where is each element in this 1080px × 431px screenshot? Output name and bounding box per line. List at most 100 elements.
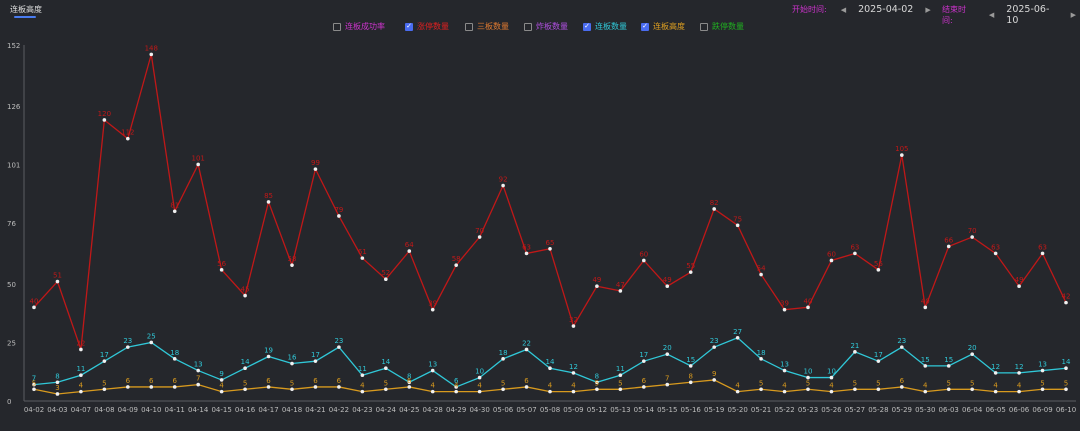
data-point bbox=[900, 153, 904, 157]
legend-checkbox[interactable]: ✓ bbox=[405, 22, 413, 31]
x-tick-label: 06-05 bbox=[985, 406, 1005, 414]
y-tick-label: 25 bbox=[7, 339, 16, 347]
data-label: 64 bbox=[405, 241, 414, 249]
data-label: 63 bbox=[1038, 243, 1047, 251]
data-label: 6 bbox=[524, 377, 529, 385]
legend-checkbox[interactable]: ✓ bbox=[583, 22, 591, 31]
data-label: 16 bbox=[288, 354, 297, 362]
legend-checkbox[interactable] bbox=[524, 22, 532, 31]
legend-item-limit-down[interactable]: 跌停数量 bbox=[700, 21, 744, 32]
data-point bbox=[1064, 387, 1068, 392]
data-label: 10 bbox=[475, 368, 484, 376]
data-point bbox=[290, 361, 294, 366]
end-prev-icon[interactable]: ◀ bbox=[988, 11, 995, 19]
legend-item-broken-board[interactable]: 炸板数量 bbox=[524, 21, 568, 32]
data-label: 13 bbox=[780, 361, 789, 369]
data-label: 12 bbox=[991, 363, 1000, 371]
legend-label: 三板数量 bbox=[477, 22, 509, 31]
end-next-icon[interactable]: ▶ bbox=[1070, 11, 1076, 19]
x-tick-label: 05-13 bbox=[610, 406, 630, 414]
legend-checkbox[interactable] bbox=[700, 22, 708, 31]
data-point bbox=[876, 268, 881, 272]
legend-item-consecutive-height[interactable]: ✓ 连板高度 bbox=[641, 21, 685, 32]
data-point bbox=[876, 387, 881, 392]
data-point bbox=[688, 380, 693, 385]
data-label: 4 bbox=[454, 382, 459, 390]
data-label: 40 bbox=[921, 297, 930, 305]
data-point bbox=[548, 389, 552, 394]
data-label: 45 bbox=[241, 286, 250, 294]
data-label: 23 bbox=[710, 337, 719, 345]
data-label: 51 bbox=[53, 272, 62, 280]
x-tick-label: 04-07 bbox=[71, 406, 91, 414]
data-point bbox=[1064, 300, 1068, 305]
data-point bbox=[923, 305, 928, 310]
data-point bbox=[172, 357, 177, 361]
tab-lianban-height[interactable]: 连板高度 bbox=[10, 5, 42, 14]
data-point bbox=[477, 235, 482, 239]
data-label: 5 bbox=[853, 379, 857, 387]
legend-checkbox[interactable] bbox=[333, 22, 341, 31]
end-date-value[interactable]: 2025-06-10 bbox=[1006, 4, 1050, 26]
legend-item-consecutive-count[interactable]: ✓ 连板数量 bbox=[583, 21, 627, 32]
data-label: 56 bbox=[217, 260, 226, 268]
data-point bbox=[430, 307, 435, 312]
start-date-label: 开始时间: bbox=[792, 5, 827, 14]
start-date-value[interactable]: 2025-04-02 bbox=[858, 4, 914, 15]
data-point bbox=[219, 378, 224, 382]
data-label: 60 bbox=[639, 250, 648, 258]
data-label: 65 bbox=[546, 239, 555, 247]
legend-item-three-board[interactable]: 三板数量 bbox=[465, 21, 509, 32]
data-label: 23 bbox=[897, 337, 906, 345]
data-label: 79 bbox=[334, 206, 343, 214]
data-label: 7 bbox=[196, 375, 200, 383]
data-point bbox=[571, 371, 576, 375]
data-label: 22 bbox=[76, 339, 85, 347]
data-label: 105 bbox=[895, 145, 908, 153]
data-label: 4 bbox=[1017, 382, 1022, 390]
data-label: 21 bbox=[850, 342, 859, 350]
data-label: 55 bbox=[686, 262, 695, 270]
data-point bbox=[313, 385, 318, 389]
x-tick-label: 04-15 bbox=[211, 406, 231, 414]
legend-checkbox[interactable] bbox=[465, 22, 473, 31]
start-next-icon[interactable]: ▶ bbox=[925, 5, 931, 14]
data-point bbox=[571, 324, 576, 328]
data-label: 6 bbox=[172, 377, 177, 385]
data-point bbox=[454, 385, 458, 389]
data-label: 9 bbox=[712, 370, 716, 378]
data-label: 5 bbox=[501, 379, 505, 387]
legend-item-limit-up[interactable]: ✓ 涨停数量 bbox=[405, 21, 449, 32]
data-label: 5 bbox=[946, 379, 950, 387]
data-label: 5 bbox=[970, 379, 974, 387]
data-label: 5 bbox=[384, 379, 388, 387]
data-point bbox=[454, 389, 458, 394]
y-tick-label: 126 bbox=[7, 103, 21, 111]
data-label: 49 bbox=[592, 276, 601, 284]
legend-item-success-rate[interactable]: 连板成功率 bbox=[333, 21, 385, 32]
data-label: 20 bbox=[663, 344, 672, 352]
data-point bbox=[853, 350, 857, 354]
data-point bbox=[712, 207, 716, 211]
data-point bbox=[172, 209, 177, 214]
data-label: 92 bbox=[499, 176, 508, 184]
data-point bbox=[384, 366, 388, 371]
data-point bbox=[946, 364, 951, 368]
data-point bbox=[79, 373, 83, 378]
data-label: 11 bbox=[358, 365, 367, 373]
data-label: 56 bbox=[874, 260, 883, 268]
data-point bbox=[993, 251, 998, 256]
data-point bbox=[337, 345, 341, 349]
x-tick-label: 04-22 bbox=[329, 406, 349, 414]
data-point bbox=[782, 368, 787, 373]
data-label: 20 bbox=[968, 344, 977, 352]
data-label: 42 bbox=[1062, 293, 1071, 301]
data-point bbox=[360, 256, 365, 260]
legend-checkbox[interactable]: ✓ bbox=[641, 22, 649, 31]
data-point bbox=[712, 345, 716, 349]
data-label: 4 bbox=[782, 382, 787, 390]
data-label: 3 bbox=[55, 384, 59, 392]
start-prev-icon[interactable]: ◀ bbox=[840, 5, 847, 14]
data-point bbox=[665, 382, 670, 387]
data-label: 15 bbox=[944, 356, 953, 364]
